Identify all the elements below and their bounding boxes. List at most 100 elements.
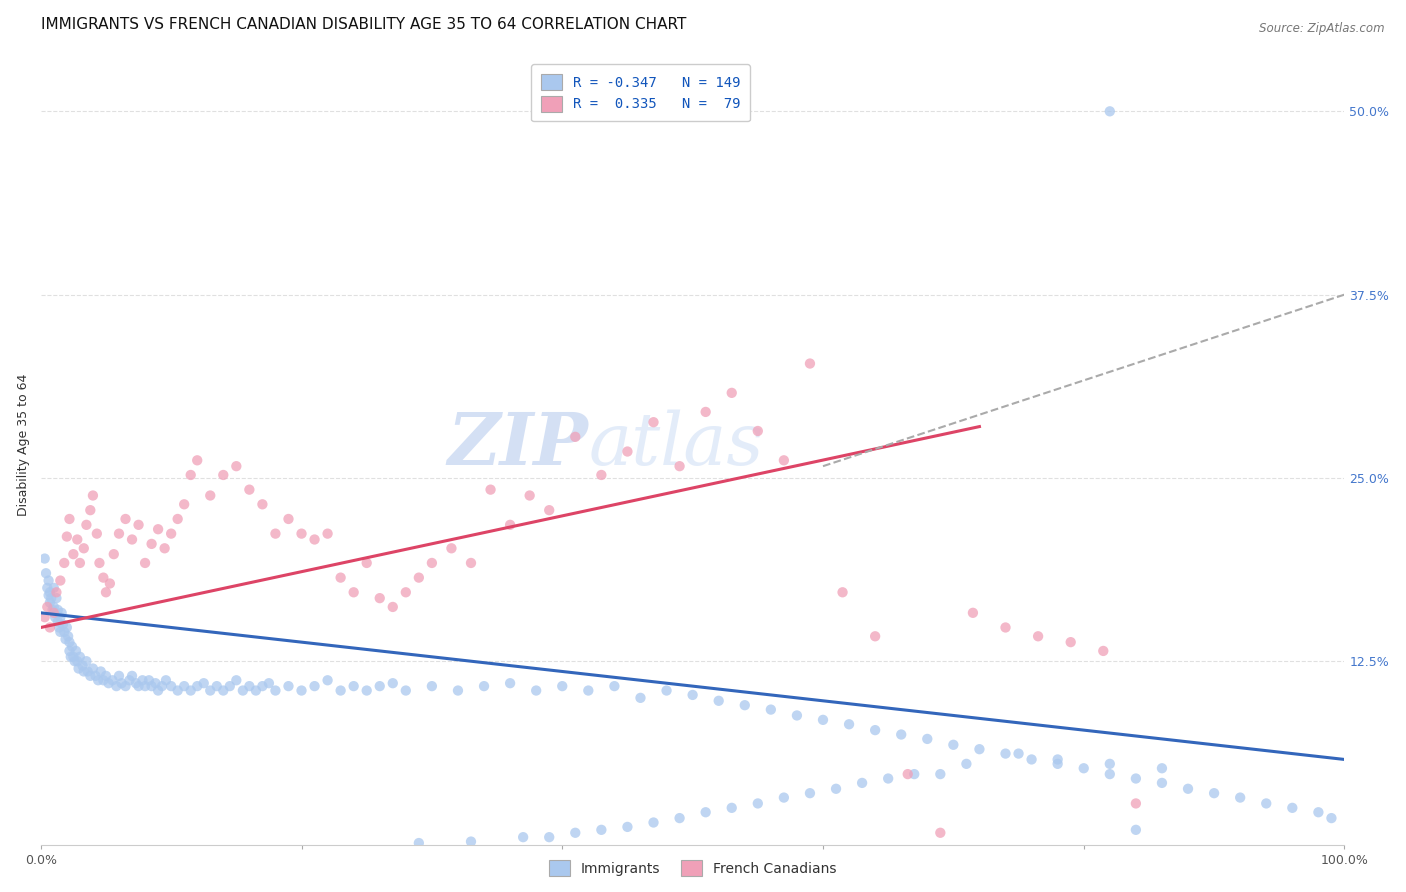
Point (955, 756, 977, 771)
Point (851, 776, 873, 790)
Point (73, 541, 96, 556)
Point (655, 683, 678, 698)
Point (93, 673, 115, 688)
Point (1098, 104, 1121, 119)
Point (747, 424, 769, 438)
Point (825, 781, 848, 796)
Point (93, 571, 115, 585)
Point (591, 822, 613, 837)
Point (58, 644, 80, 658)
Point (264, 526, 287, 541)
Point (343, 585, 366, 599)
Point (59, 649, 82, 664)
Point (141, 537, 163, 551)
Point (39, 591, 62, 606)
Point (368, 679, 391, 693)
Point (145, 676, 167, 690)
Point (225, 459, 247, 474)
Point (682, 688, 704, 702)
Point (212, 683, 235, 698)
Point (65, 644, 87, 658)
Point (304, 533, 326, 547)
Point (75, 517, 97, 532)
Point (82, 661, 104, 675)
Text: atlas: atlas (588, 409, 763, 480)
Point (929, 767, 952, 781)
Point (232, 683, 254, 698)
Point (146, 522, 169, 536)
Point (734, 698, 756, 713)
Point (591, 467, 613, 482)
Point (564, 430, 586, 444)
Point (962, 606, 984, 620)
Point (759, 703, 782, 717)
Point (97, 676, 120, 690)
Point (125, 676, 148, 690)
Point (238, 679, 260, 693)
Point (863, 629, 886, 643)
Point (38, 588, 60, 602)
Point (84, 669, 107, 683)
Point (180, 683, 202, 698)
Point (56, 530, 79, 544)
Point (1281, 801, 1303, 815)
Point (799, 357, 821, 371)
Point (603, 679, 626, 693)
Point (87, 673, 110, 688)
Point (45, 585, 67, 599)
Point (114, 679, 136, 693)
Point (1320, 811, 1343, 825)
Point (44, 610, 66, 624)
Legend: Immigrants, French Canadians: Immigrants, French Canadians (543, 855, 842, 881)
Point (131, 673, 153, 688)
Point (1026, 629, 1049, 643)
Point (160, 526, 183, 541)
Point (929, 826, 952, 840)
Point (245, 683, 267, 698)
Point (55, 632, 77, 647)
Point (831, 585, 853, 599)
Point (37, 599, 59, 614)
Point (519, 489, 541, 503)
Point (160, 679, 183, 693)
Point (551, 679, 574, 693)
Point (499, 676, 522, 690)
Point (381, 676, 404, 690)
Point (290, 683, 312, 698)
Point (218, 679, 240, 693)
Point (564, 826, 586, 840)
Point (668, 459, 690, 474)
Point (94, 669, 117, 683)
Point (368, 591, 391, 606)
Point (420, 556, 443, 570)
Point (720, 801, 742, 815)
Point (90, 665, 112, 679)
Point (34, 610, 56, 624)
Point (146, 683, 169, 698)
Point (62, 547, 84, 561)
Point (290, 526, 312, 541)
Point (238, 483, 260, 497)
Point (811, 713, 834, 727)
Point (890, 727, 912, 741)
Point (103, 547, 125, 561)
Point (1308, 805, 1330, 820)
Point (479, 483, 502, 497)
Point (110, 676, 132, 690)
Point (747, 797, 769, 811)
Point (108, 526, 131, 541)
Text: ZIP: ZIP (447, 409, 588, 481)
Point (329, 571, 352, 585)
Point (89, 556, 111, 570)
Point (150, 679, 173, 693)
Point (707, 694, 730, 708)
Point (200, 683, 222, 698)
Point (408, 571, 430, 585)
Point (1092, 644, 1115, 658)
Point (63, 654, 86, 668)
Point (134, 679, 156, 693)
Point (193, 676, 215, 690)
Point (82, 489, 104, 503)
Point (166, 683, 188, 698)
Point (643, 415, 665, 429)
